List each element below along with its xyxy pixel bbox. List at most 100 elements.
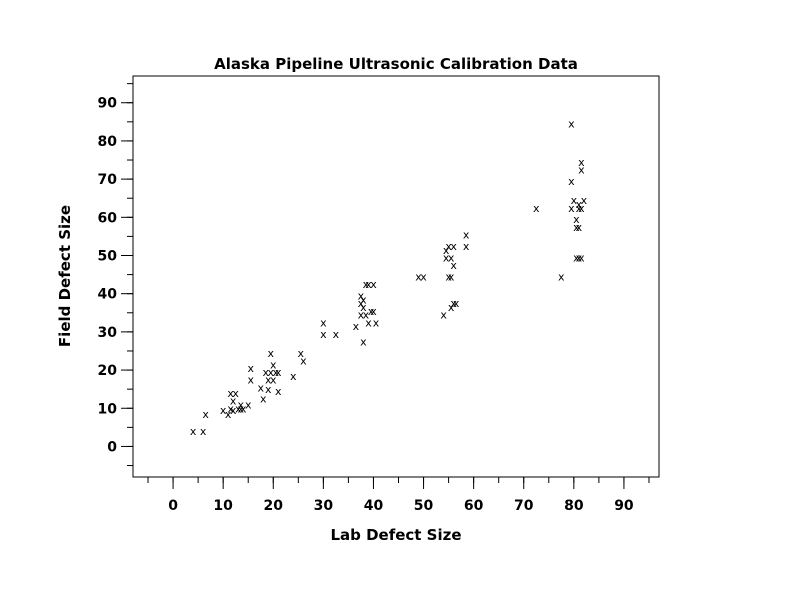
x-tick-label: 70 [514,498,534,514]
data-point: x [363,309,370,322]
data-point: x [450,259,457,272]
data-point: x [558,271,565,284]
data-point: x [368,305,375,318]
data-point: x [573,221,580,234]
data-point: x [365,316,372,329]
data-point: x [463,228,470,241]
data-point: x [230,404,237,417]
data-point: x [578,202,585,215]
plot-frame [132,75,660,478]
data-point: x [578,251,585,264]
data-point: x [200,425,207,438]
x-tick-label: 40 [364,498,384,514]
x-tick-label: 10 [213,498,233,514]
y-axis-ticks: 0 10 20 30 40 50 60 70 80 90 [98,83,133,467]
data-point: x [237,402,244,415]
data-point: x [360,301,367,314]
data-point: x [576,198,583,211]
data-point: x [415,271,422,284]
y-tick-label: 20 [98,363,118,379]
data-point: x [370,278,377,291]
x-tick-label: 80 [564,498,584,514]
x-tick-label: 50 [414,498,434,514]
x-tick-label: 20 [264,498,284,514]
data-point: x [576,251,583,264]
data-point: x [353,320,360,333]
data-point: x [358,297,365,310]
data-point: x [373,316,380,329]
data-point: x [300,355,307,368]
data-point: x [576,202,583,215]
y-tick-label: 90 [98,96,118,112]
data-point: x [448,301,455,314]
data-point: x [568,175,575,188]
data-point: x [268,347,275,360]
data-point: x [298,347,305,360]
data-point: x [265,383,272,396]
data-point: x [360,293,367,306]
data-point: x [453,297,460,310]
data-point: x [262,366,269,379]
data-point: x [245,398,252,411]
data-point: x [420,271,427,284]
y-tick-label: 50 [98,248,118,264]
data-point: x [450,297,457,310]
data-point: x [230,395,237,408]
data-point: x [581,194,588,207]
y-tick-label: 40 [98,287,118,303]
data-point: x [227,387,234,400]
y-tick-label: 80 [98,134,118,150]
data-point: x [573,213,580,226]
data-point: x [220,404,227,417]
data-point: x [227,402,234,415]
data-point: x [363,278,370,291]
data-point: x [240,402,247,415]
data-point: x [448,251,455,264]
data-point: x [568,202,575,215]
data-point: x [190,425,197,438]
y-axis-label: Field Defect Size [56,205,74,347]
data-point: x [568,118,575,131]
y-tick-label: 30 [98,325,118,341]
data-point: x [450,240,457,253]
data-point: x [275,385,282,398]
data-point: x [268,366,275,379]
data-point: x [273,366,280,379]
data-point: x [365,278,372,291]
data-point: x [463,240,470,253]
data-point: x [533,202,540,215]
y-tick-label: 0 [107,439,117,455]
data-point: x [443,244,450,257]
data-point: x [445,240,452,253]
x-tick-label: 30 [314,498,334,514]
data-point: x [225,408,232,421]
data-point: x [445,271,452,284]
data-point: x [275,366,282,379]
data-point: x [270,358,277,371]
x-axis-label: Lab Defect Size [330,526,461,544]
data-point: x [237,398,244,411]
x-axis-ticks: 0 10 20 30 40 50 60 70 80 90 [147,477,650,514]
data-point: x [578,156,585,169]
data-point: x [202,408,209,421]
data-point: x [573,251,580,264]
data-point: x [247,362,254,375]
data-point: x [320,328,327,341]
y-tick-label: 70 [98,172,118,188]
x-tick-label: 60 [464,498,484,514]
y-tick-label: 60 [98,210,118,226]
data-point: x [232,387,239,400]
data-point: x [571,194,578,207]
data-point: x [270,374,277,387]
data-point: x [370,305,377,318]
data-point: x [247,374,254,387]
data-point: x [333,328,340,341]
data-point: x [358,290,365,303]
data-point: x [265,374,272,387]
data-point: x [576,221,583,234]
y-tick-label: 10 [98,401,118,417]
x-tick-label: 0 [168,498,178,514]
data-point: x [257,381,264,394]
